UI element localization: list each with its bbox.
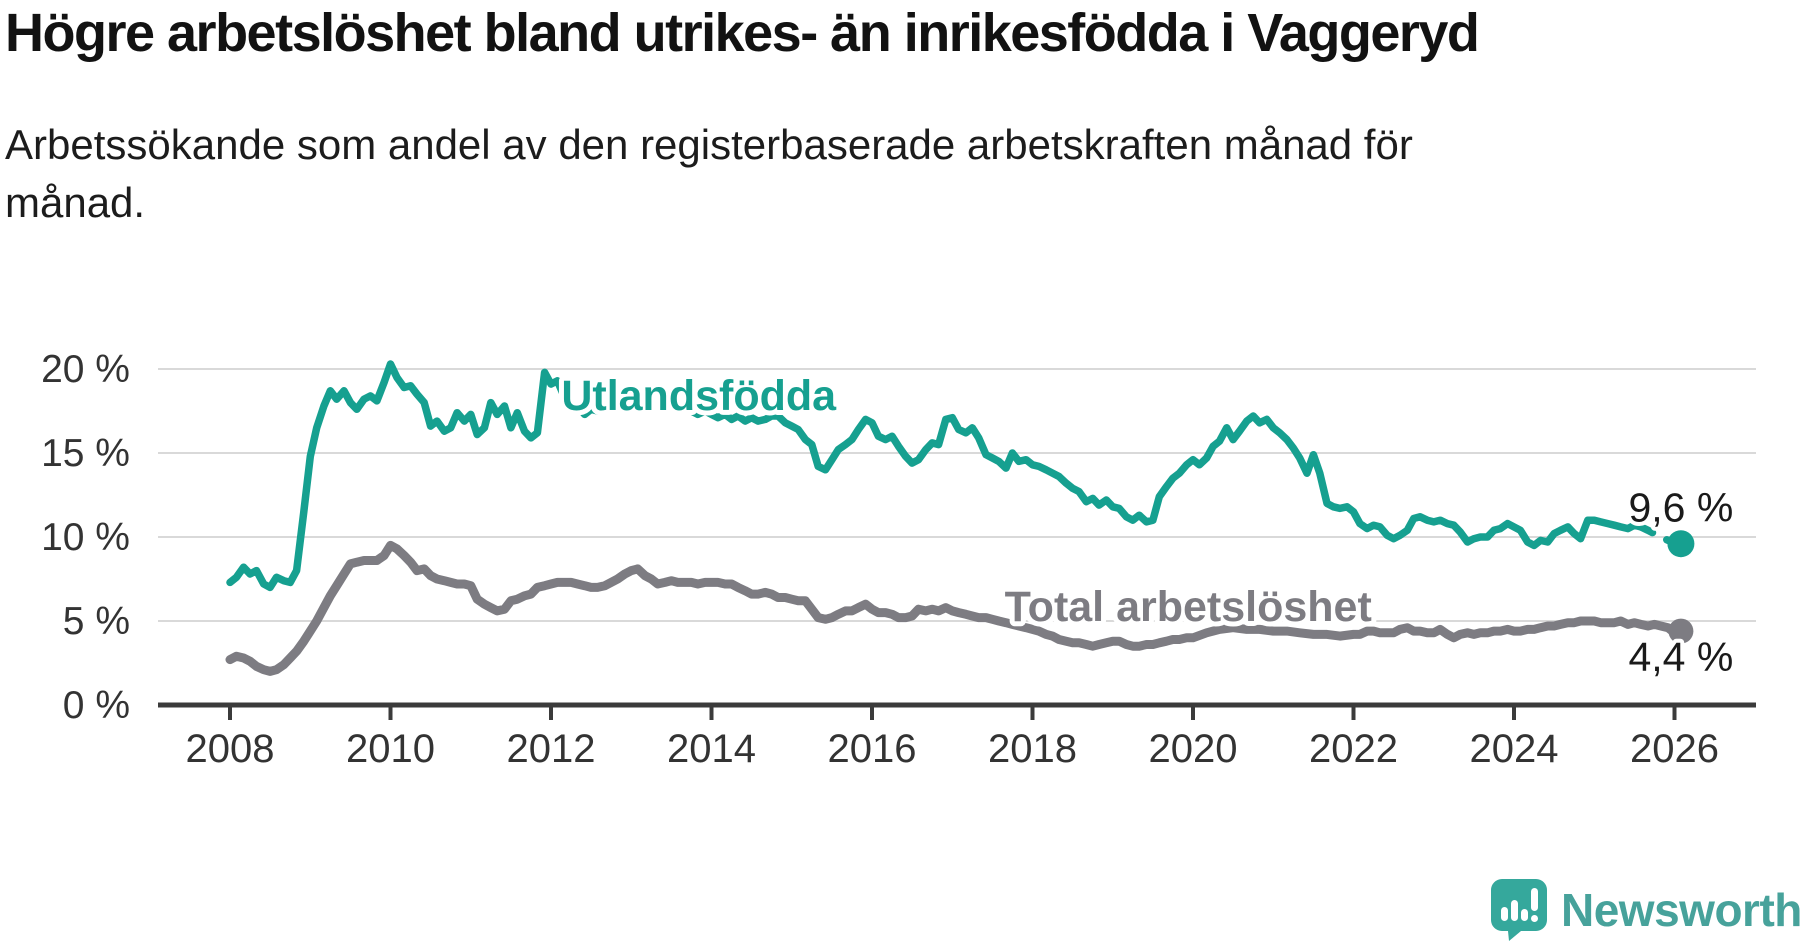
utlandsfodda-line xyxy=(226,360,1645,592)
x-axis-tick-label: 2022 xyxy=(1309,727,1398,771)
x-axis-tick-label: 2010 xyxy=(346,727,435,771)
x-axis-tick-label: 2024 xyxy=(1470,727,1559,771)
x-axis-tick-label: 2014 xyxy=(667,727,756,771)
chart-title: Högre arbetslöshet bland utrikes- än inr… xyxy=(5,3,1480,63)
x-axis-tick-label: 2026 xyxy=(1630,727,1719,771)
x-axis-tick-label: 2020 xyxy=(1149,727,1238,771)
x-axis-tick-label: 2012 xyxy=(507,727,596,771)
newsworthy-logo-icon xyxy=(1491,879,1547,941)
utlandsfodda-series-label: Utlandsfödda xyxy=(561,372,837,420)
total-arbetsloshet-series-label: Total arbetslöshet xyxy=(1005,583,1372,631)
y-axis-tick-label: 5 % xyxy=(63,600,130,643)
utlandsfodda-end-dot xyxy=(1667,530,1695,558)
y-axis-tick-label: 15 % xyxy=(41,432,130,475)
newsworthy-branding: Newsworthy xyxy=(1490,878,1800,941)
y-axis-tick-label: 10 % xyxy=(41,516,130,559)
total-arbetsloshet-end-dot xyxy=(1668,618,1694,644)
total-arbetsloshet-line xyxy=(225,540,1686,676)
total-arbetsloshet-end-value-label: 4,4 % xyxy=(1628,634,1733,680)
y-axis-tick-label: 0 % xyxy=(63,684,130,727)
x-axis-tick-label: 2018 xyxy=(988,727,1077,771)
utlandsfodda-end-value-label: 9,6 % xyxy=(1628,485,1733,531)
y-axis-tick-label: 20 % xyxy=(41,348,130,391)
x-axis-tick-label: 2008 xyxy=(186,727,275,771)
x-axis-tick-label: 2016 xyxy=(828,727,917,771)
chart-subtitle: Arbetssökande som andel av den registerb… xyxy=(5,121,1413,226)
newsworthy-logo-text: Newsworthy xyxy=(1561,883,1800,936)
